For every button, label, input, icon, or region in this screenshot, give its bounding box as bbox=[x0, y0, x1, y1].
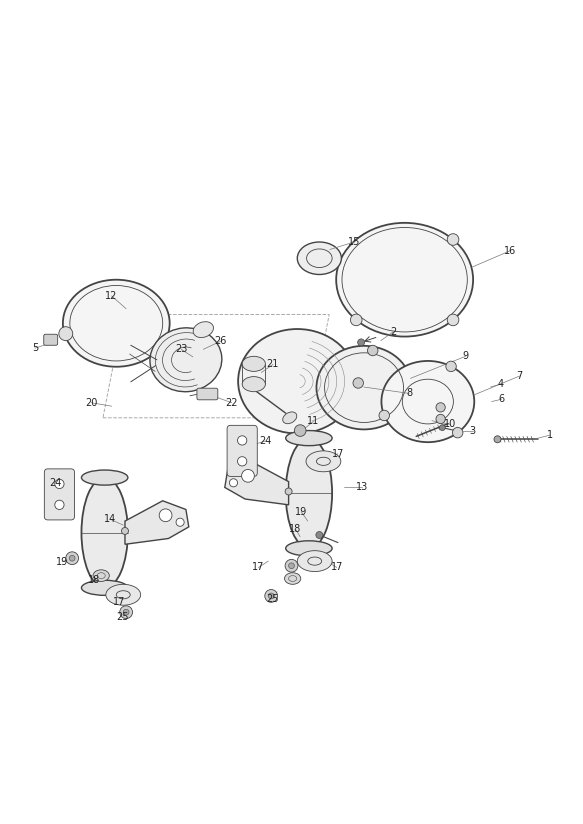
Ellipse shape bbox=[82, 478, 128, 588]
Circle shape bbox=[268, 593, 274, 599]
Text: 13: 13 bbox=[356, 482, 368, 493]
Circle shape bbox=[289, 563, 294, 569]
Circle shape bbox=[241, 470, 254, 482]
Text: 9: 9 bbox=[462, 351, 469, 361]
Text: 8: 8 bbox=[406, 388, 412, 399]
Circle shape bbox=[123, 609, 129, 615]
Ellipse shape bbox=[242, 356, 265, 372]
Text: 15: 15 bbox=[348, 237, 360, 247]
Ellipse shape bbox=[82, 580, 128, 596]
Circle shape bbox=[285, 559, 298, 572]
Text: 5: 5 bbox=[32, 343, 38, 353]
Ellipse shape bbox=[63, 279, 170, 367]
Text: 10: 10 bbox=[444, 419, 456, 429]
Text: 18: 18 bbox=[289, 524, 301, 534]
Circle shape bbox=[379, 410, 389, 421]
Ellipse shape bbox=[238, 329, 356, 433]
Text: 19: 19 bbox=[56, 557, 68, 567]
Circle shape bbox=[55, 500, 64, 509]
Circle shape bbox=[265, 589, 278, 602]
Circle shape bbox=[69, 555, 75, 561]
Circle shape bbox=[436, 414, 445, 424]
Ellipse shape bbox=[317, 346, 412, 429]
Circle shape bbox=[120, 606, 132, 619]
Circle shape bbox=[452, 428, 463, 438]
Text: 11: 11 bbox=[307, 416, 319, 426]
Circle shape bbox=[159, 509, 172, 522]
Text: 12: 12 bbox=[106, 291, 118, 301]
Circle shape bbox=[353, 377, 363, 388]
Ellipse shape bbox=[286, 431, 332, 446]
Circle shape bbox=[436, 403, 445, 412]
Ellipse shape bbox=[297, 242, 342, 274]
Ellipse shape bbox=[297, 550, 332, 572]
FancyBboxPatch shape bbox=[197, 388, 218, 400]
Ellipse shape bbox=[82, 470, 128, 485]
Circle shape bbox=[66, 552, 79, 564]
Text: 17: 17 bbox=[113, 597, 125, 607]
Ellipse shape bbox=[150, 328, 222, 391]
Text: 25: 25 bbox=[116, 611, 128, 622]
Circle shape bbox=[55, 480, 64, 489]
Text: 20: 20 bbox=[85, 398, 97, 408]
Text: 26: 26 bbox=[215, 336, 227, 346]
Ellipse shape bbox=[286, 438, 332, 548]
Ellipse shape bbox=[106, 584, 141, 605]
Text: 7: 7 bbox=[517, 371, 522, 381]
Circle shape bbox=[357, 339, 364, 346]
Circle shape bbox=[367, 345, 378, 356]
Circle shape bbox=[440, 424, 445, 431]
Circle shape bbox=[316, 531, 323, 539]
Ellipse shape bbox=[381, 361, 474, 442]
Circle shape bbox=[350, 314, 362, 325]
Ellipse shape bbox=[93, 570, 109, 582]
Circle shape bbox=[446, 361, 456, 372]
Text: 14: 14 bbox=[104, 514, 117, 524]
Ellipse shape bbox=[285, 573, 301, 584]
Text: 1: 1 bbox=[547, 430, 553, 440]
Text: 19: 19 bbox=[295, 507, 307, 517]
Circle shape bbox=[237, 436, 247, 445]
Text: 18: 18 bbox=[88, 575, 100, 585]
Ellipse shape bbox=[336, 222, 473, 336]
Ellipse shape bbox=[306, 451, 341, 472]
Circle shape bbox=[294, 424, 306, 437]
Ellipse shape bbox=[286, 541, 332, 556]
Text: 25: 25 bbox=[266, 594, 279, 605]
Text: 22: 22 bbox=[226, 398, 238, 408]
Text: 17: 17 bbox=[331, 563, 343, 573]
Text: 24: 24 bbox=[49, 479, 62, 489]
Text: 24: 24 bbox=[259, 436, 272, 446]
Ellipse shape bbox=[193, 321, 213, 338]
Text: 21: 21 bbox=[267, 359, 279, 369]
Text: 4: 4 bbox=[497, 379, 504, 389]
Circle shape bbox=[176, 518, 184, 527]
Text: 16: 16 bbox=[504, 246, 517, 255]
Text: 2: 2 bbox=[390, 327, 396, 337]
Text: 23: 23 bbox=[175, 344, 188, 354]
Circle shape bbox=[59, 326, 73, 340]
FancyBboxPatch shape bbox=[44, 469, 75, 520]
Text: 17: 17 bbox=[252, 563, 265, 573]
Circle shape bbox=[494, 436, 501, 442]
Ellipse shape bbox=[242, 377, 265, 391]
Polygon shape bbox=[125, 501, 189, 545]
Circle shape bbox=[447, 234, 459, 246]
Circle shape bbox=[237, 456, 247, 466]
Polygon shape bbox=[225, 461, 289, 505]
Text: 6: 6 bbox=[498, 394, 505, 405]
FancyBboxPatch shape bbox=[44, 335, 58, 345]
Circle shape bbox=[121, 527, 128, 535]
Circle shape bbox=[447, 314, 459, 325]
Ellipse shape bbox=[283, 412, 297, 424]
FancyBboxPatch shape bbox=[227, 425, 257, 476]
Circle shape bbox=[230, 479, 237, 487]
Text: 17: 17 bbox=[332, 449, 344, 459]
Text: 3: 3 bbox=[469, 425, 476, 436]
Circle shape bbox=[285, 488, 292, 495]
